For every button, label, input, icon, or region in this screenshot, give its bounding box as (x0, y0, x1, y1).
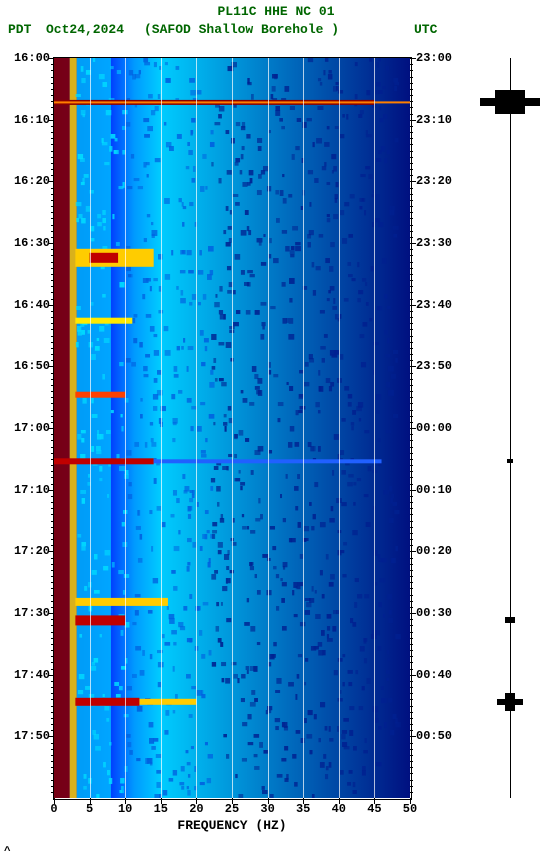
minor-2 (75, 392, 125, 398)
xtick-label: 15 (154, 802, 168, 816)
xtick-label: 50 (403, 802, 417, 816)
ytick-right: 00:20 (416, 544, 452, 558)
gridline (125, 58, 126, 798)
noise-patch-1b (90, 253, 118, 263)
ytick-left: 16:20 (4, 174, 50, 188)
event-burst-4b (139, 699, 196, 705)
gridline (196, 58, 197, 798)
title-line-1: PL11C HHE NC 01 (0, 4, 552, 19)
label-site: (SAFOD Shallow Borehole ) (144, 22, 339, 37)
footer-mark: ^ (4, 846, 11, 858)
seismogram-panel (480, 58, 540, 798)
ytick-right: 23:40 (416, 298, 452, 312)
event-burst-3 (75, 615, 125, 625)
gridline (161, 58, 162, 798)
ytick-right: 23:30 (416, 236, 452, 250)
ytick-right: 00:00 (416, 421, 452, 435)
xtick-label: 35 (296, 802, 310, 816)
seismogram-event (505, 693, 515, 711)
ytick-right: 00:50 (416, 729, 452, 743)
ytick-left: 17:20 (4, 544, 50, 558)
event-burst-4 (75, 698, 139, 706)
ytick-right: 00:30 (416, 606, 452, 620)
gridline (90, 58, 91, 798)
ytick-left: 17:00 (4, 421, 50, 435)
ytick-left: 17:30 (4, 606, 50, 620)
seismogram-event (505, 617, 515, 623)
ytick-left: 16:50 (4, 359, 50, 373)
label-pdt: PDT (8, 22, 31, 37)
ytick-right: 00:40 (416, 668, 452, 682)
minor-1 (75, 318, 132, 324)
spectrogram-plot (54, 58, 410, 798)
seismogram-baseline (510, 58, 511, 798)
ytick-right: 00:10 (416, 483, 452, 497)
xtick-label: 5 (86, 802, 93, 816)
xtick-label: 20 (189, 802, 203, 816)
gridline (303, 58, 304, 798)
event-burst-2 (54, 458, 154, 464)
seismogram-event (507, 459, 513, 463)
ytick-left: 16:40 (4, 298, 50, 312)
ytick-left: 17:50 (4, 729, 50, 743)
xtick-label: 10 (118, 802, 132, 816)
ytick-right: 23:10 (416, 113, 452, 127)
gridline (232, 58, 233, 798)
gridline (374, 58, 375, 798)
xtick-label: 40 (332, 802, 346, 816)
ytick-left: 16:00 (4, 51, 50, 65)
seismogram-event (495, 90, 525, 114)
xaxis-label: FREQUENCY (HZ) (54, 818, 410, 833)
xtick-label: 45 (367, 802, 381, 816)
gridline (339, 58, 340, 798)
ytick-left: 16:30 (4, 236, 50, 250)
spectrogram-figure: { "header": { "line1": "PL11C HHE NC 01"… (0, 0, 552, 864)
ytick-right: 23:20 (416, 174, 452, 188)
ytick-right: 23:50 (416, 359, 452, 373)
ytick-left: 16:10 (4, 113, 50, 127)
xtick-label: 0 (50, 802, 57, 816)
ytick-left: 17:40 (4, 668, 50, 682)
ytick-left: 17:10 (4, 483, 50, 497)
gridline (268, 58, 269, 798)
label-utc: UTC (414, 22, 437, 37)
ytick-right: 23:00 (416, 51, 452, 65)
xtick-label: 25 (225, 802, 239, 816)
label-date: Oct24,2024 (46, 22, 124, 37)
xtick-label: 30 (260, 802, 274, 816)
